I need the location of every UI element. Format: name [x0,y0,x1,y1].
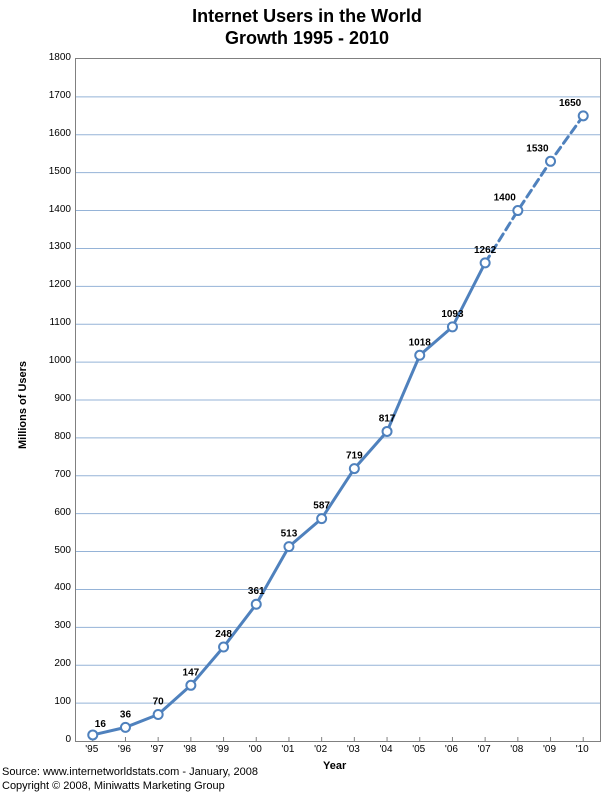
x-tick-label: '03 [338,744,368,755]
x-tick-label: '96 [109,744,139,755]
chart-svg: 16 36 70 147 248 361 513 587 719 817 1018 1093 1262 1… [76,59,600,741]
svg-text:587: 587 [313,501,330,512]
x-tick-label: '10 [567,744,597,755]
svg-text:147: 147 [183,667,200,678]
y-tick-label: 0 [35,734,71,745]
x-tick-label: '06 [436,744,466,755]
svg-text:248: 248 [215,629,232,640]
y-tick-label: 1000 [35,355,71,366]
x-tick-label: '04 [371,744,401,755]
x-tick-label: '95 [77,744,107,755]
y-tick-label: 200 [35,658,71,669]
y-tick-label: 400 [35,582,71,593]
x-tick-label: '00 [240,744,270,755]
footer-copyright: Copyright © 2008, Miniwatts Marketing Gr… [2,780,225,792]
svg-text:361: 361 [248,586,265,597]
y-tick-label: 1100 [35,317,71,328]
y-tick-label: 1600 [35,128,71,139]
y-tick-label: 1300 [35,241,71,252]
x-tick-label: '99 [208,744,238,755]
svg-text:719: 719 [346,451,363,462]
svg-text:16: 16 [95,719,107,730]
y-tick-label: 1800 [35,52,71,63]
x-tick-label: '98 [175,744,205,755]
y-tick-label: 1700 [35,90,71,101]
y-axis-label: Millions of Users [17,361,29,449]
svg-text:1650: 1650 [559,98,582,109]
svg-text:513: 513 [281,529,298,540]
x-tick-label: '07 [469,744,499,755]
x-tick-label: '01 [273,744,303,755]
footer-source: Source: www.internetworldstats.com - Jan… [2,766,258,778]
y-tick-label: 300 [35,620,71,631]
svg-text:817: 817 [379,413,396,424]
x-tick-label: '09 [535,744,565,755]
svg-text:70: 70 [153,696,165,707]
svg-text:36: 36 [120,709,132,720]
y-tick-label: 1500 [35,166,71,177]
x-tick-label: '02 [306,744,336,755]
y-tick-label: 600 [35,507,71,518]
y-tick-label: 1400 [35,204,71,215]
y-tick-label: 500 [35,545,71,556]
chart-title-line2: Growth 1995 - 2010 [0,28,614,49]
y-tick-label: 1200 [35,279,71,290]
y-tick-label: 700 [35,469,71,480]
y-tick-label: 900 [35,393,71,404]
x-tick-label: '08 [502,744,532,755]
y-tick-label: 100 [35,696,71,707]
y-tick-label: 800 [35,431,71,442]
svg-text:1093: 1093 [441,309,464,320]
x-tick-label: '97 [142,744,172,755]
svg-text:1530: 1530 [526,143,549,154]
svg-text:1262: 1262 [474,245,497,256]
x-axis-label: Year [323,760,346,772]
svg-text:1400: 1400 [494,193,517,204]
chart-title-line1: Internet Users in the World [0,6,614,27]
svg-text:1018: 1018 [409,337,432,348]
chart-page: Internet Users in the World Growth 1995 … [0,0,614,797]
plot-area: 16 36 70 147 248 361 513 587 719 817 1018 1093 1262 1… [75,58,601,742]
x-tick-label: '05 [404,744,434,755]
